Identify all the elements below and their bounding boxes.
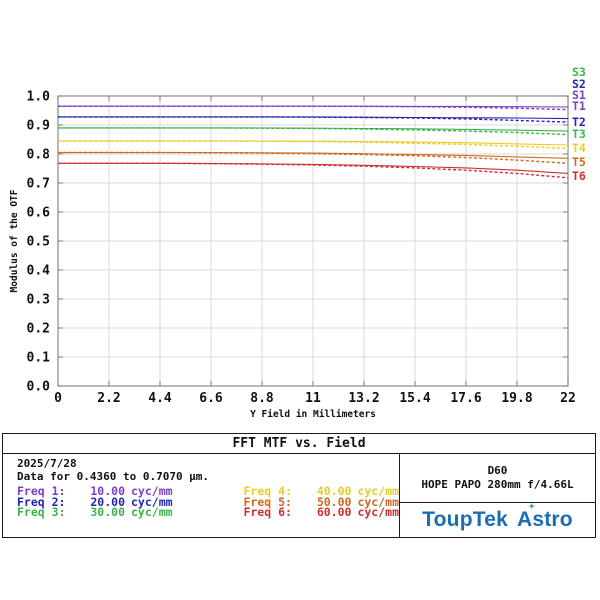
curve-label-S3: S3 (572, 65, 586, 79)
logo-letter-a: A (516, 507, 533, 531)
freq-legend-item: Freq 5: 50.00 cyc/mm (243, 494, 399, 509)
freq-value: 40.00 (316, 484, 352, 498)
svg-text:4.4: 4.4 (148, 391, 172, 406)
freq-unit: cyc/mm (357, 484, 399, 498)
freq-legend-item: Freq 2: 20.00 cyc/mm (17, 494, 243, 509)
logo-cell: ToupTek A ✦ stro (400, 502, 595, 537)
freq-label: Freq 2: (17, 494, 66, 509)
curve-T3 (58, 127, 569, 136)
curve-label-T2: T2 (572, 115, 586, 129)
curve-label-T4: T4 (572, 141, 586, 155)
svg-text:0: 0 (54, 391, 62, 406)
freq-label: Freq 4: (243, 484, 292, 498)
lens-description: D60 HOPE PAPO 280mm f/4.66L (400, 454, 595, 503)
logo-star-icon: ✦ (528, 501, 536, 511)
freq-unit: cyc/mm (357, 494, 399, 509)
freq-unit: cyc/mm (357, 505, 399, 519)
svg-text:13.2: 13.2 (348, 391, 379, 406)
freq-label: Freq 3: (17, 505, 66, 519)
freq-label: Freq 6: (243, 505, 292, 519)
analysis-info-cell: 2025/7/28 Data for 0.4360 to 0.7070 µm. … (3, 454, 400, 537)
y-axis-tick-labels: 0.0 0.1 0.2 0.3 0.4 0.5 0.6 0.7 0.8 0.9 1.0 (27, 90, 51, 395)
tick-marks (57, 95, 569, 387)
freq-unit: cyc/mm (131, 505, 173, 519)
freq-value: 30.00 (90, 505, 125, 519)
freq-legend-item: Freq 4: 40.00 cyc/mm (243, 486, 399, 497)
freq-value: 60.00 (316, 505, 352, 519)
freq-unit: cyc/mm (131, 484, 173, 498)
svg-text:0.1: 0.1 (27, 351, 51, 366)
gridlines (58, 96, 568, 386)
curve-label-T1: T1 (572, 99, 586, 113)
svg-text:0.2: 0.2 (27, 322, 50, 337)
svg-text:0.0: 0.0 (27, 380, 51, 395)
svg-text:2.2: 2.2 (97, 391, 120, 406)
svg-text:0.5: 0.5 (27, 235, 50, 250)
svg-text:22: 22 (560, 391, 576, 406)
panel-title-row: FFT MTF vs. Field (3, 434, 595, 454)
curve-label-T6: T6 (572, 169, 586, 183)
curve-label-T3: T3 (572, 127, 586, 141)
svg-text:19.8: 19.8 (501, 391, 532, 406)
logo-text-stro: stro (532, 507, 573, 531)
frequency-legend: Freq 1: 10.00 cyc/mm Freq 2: 20.00 cyc/mm Freq… (17, 486, 399, 518)
x-axis-tick-labels: 0 2.2 4.4 6.6 8.8 11 13.2 15.4 17.6 19.8 22 (54, 391, 576, 406)
curve-T4 (58, 140, 569, 150)
x-axis-title: Y Field in Millimeters (250, 409, 376, 420)
frequency-legend-col-1: Freq 1: 10.00 cyc/mm Freq 2: 20.00 cyc/mm Freq… (17, 486, 243, 518)
svg-text:6.6: 6.6 (199, 391, 223, 406)
svg-text:17.6: 17.6 (450, 391, 481, 406)
freq-legend-item: Freq 1: 10.00 cyc/mm (17, 486, 243, 497)
wavelength-range: Data for 0.4360 to 0.7070 µm. (17, 470, 210, 483)
freq-value: 20.00 (90, 494, 125, 509)
touptek-astro-logo: ToupTek A ✦ stro (422, 502, 573, 532)
analysis-date: 2025/7/28 (17, 457, 77, 470)
freq-unit: cyc/mm (131, 494, 173, 509)
svg-text:0.4: 0.4 (27, 264, 51, 279)
svg-text:0.7: 0.7 (27, 177, 50, 192)
mtf-curves (58, 105, 569, 179)
curve-T6 (58, 162, 569, 179)
freq-value: 10.00 (90, 484, 125, 498)
svg-text:11: 11 (305, 391, 321, 406)
svg-text:8.8: 8.8 (250, 391, 274, 406)
curve-T2 (58, 116, 569, 123)
svg-text:1.0: 1.0 (27, 90, 51, 105)
svg-text:0.6: 0.6 (27, 206, 51, 221)
lens-name: HOPE PAPO 280mm f/4.66L (421, 478, 574, 491)
curve-label-S2: S2 (572, 77, 586, 91)
frequency-legend-col-2: Freq 4: 40.00 cyc/mm Freq 5: 50.00 cyc/mm Freq… (243, 486, 399, 518)
freq-value: 50.00 (316, 494, 352, 509)
svg-text:15.4: 15.4 (399, 391, 430, 406)
info-panel: FFT MTF vs. Field 2025/7/28 Data for 0.4… (2, 433, 596, 538)
curve-T1 (58, 105, 569, 111)
panel-title: FFT MTF vs. Field (232, 436, 366, 451)
freq-legend-item: Freq 3: 30.00 cyc/mm (17, 507, 243, 518)
logo-text-touptek: ToupTek (422, 507, 508, 531)
mtf-plot: 0 2.2 4.4 6.6 8.8 11 13.2 15.4 17.6 19.8 220.00.10… (9, 65, 586, 420)
freq-label: Freq 1: (17, 484, 66, 498)
lens-model: D60 (487, 464, 508, 477)
curve-T5 (58, 151, 569, 164)
lens-info-cell: D60 HOPE PAPO 280mm f/4.66L ToupTek A ✦ str… (400, 454, 595, 537)
freq-legend-item: Freq 6: 60.00 cyc/mm (243, 507, 399, 518)
svg-text:0.3: 0.3 (27, 293, 50, 308)
svg-text:0.8: 0.8 (27, 148, 51, 163)
curve-label-T5: T5 (572, 155, 586, 169)
freq-label: Freq 5: (243, 494, 292, 509)
curve-label-S1: S1 (572, 88, 586, 102)
y-axis-title: Modulus of the OTF (9, 189, 20, 292)
svg-text:0.9: 0.9 (27, 119, 50, 134)
